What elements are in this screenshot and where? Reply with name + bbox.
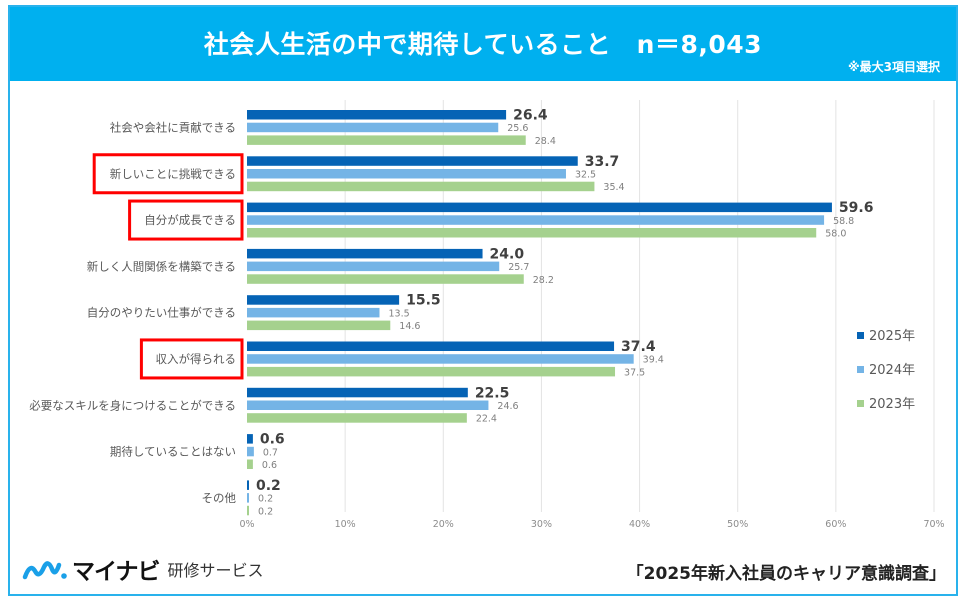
category-label: 新しいことに挑戦できる [110, 167, 236, 181]
bar-2025年 [247, 341, 615, 351]
bar-2023年 [247, 181, 595, 192]
data-label: 28.2 [533, 275, 554, 286]
data-label: 25.7 [508, 262, 529, 273]
category-label: 期待していることはない [110, 445, 236, 459]
mynavi-logo: マイナビ 研修サービス [22, 553, 264, 585]
legend-swatch [857, 400, 864, 407]
bar-2024年 [247, 400, 489, 410]
legend-swatch [857, 366, 864, 373]
bar-2024年 [247, 169, 566, 179]
x-tick-label: 70% [923, 519, 944, 530]
bar-2025年 [247, 110, 507, 120]
data-label: 59.6 [839, 200, 874, 216]
data-label: 0.6 [262, 460, 277, 471]
data-label: 13.5 [388, 308, 409, 319]
data-label: 14.6 [399, 321, 420, 332]
category-label: 自分が成長できる [144, 213, 236, 227]
category-labels: 社会や会社に貢献できる新しいことに挑戦できる自分が成長できる新しく人間関係を構築… [29, 120, 236, 504]
highlight-box [139, 338, 244, 380]
data-label: 26.4 [513, 108, 548, 124]
data-label: 32.5 [575, 170, 596, 181]
category-label: 社会や会社に貢献できる [110, 120, 236, 134]
bar-2023年 [247, 135, 526, 145]
category-label: その他 [202, 491, 237, 505]
logo-brand: マイナビ [72, 559, 161, 585]
data-label: 0.2 [258, 506, 273, 517]
data-label: 28.4 [535, 136, 556, 147]
chart-frame: 社会人生活の中で期待していること n＝8,043 ※最大3項目選択 [8, 5, 958, 596]
category-label: 自分のやりたい仕事ができる [87, 306, 236, 320]
data-label: 0.7 [263, 447, 278, 458]
category-label: 新しく人間関係を構築できる [87, 259, 236, 273]
legend: 2025年 2024年 2023年 [857, 329, 915, 412]
bar-2023年 [247, 228, 817, 238]
grid-lines [344, 100, 935, 512]
bar-2023年 [247, 413, 467, 423]
bar-2024年 [247, 261, 500, 272]
data-label: 35.4 [603, 182, 624, 193]
x-tick-label: 20% [433, 519, 454, 530]
data-label: 25.6 [507, 123, 528, 134]
x-tick-label: 50% [727, 519, 748, 530]
bar-2025年 [247, 202, 832, 213]
highlight-boxes [92, 153, 244, 380]
bar-2024年 [247, 307, 380, 318]
data-label: 24.0 [490, 246, 525, 262]
bar-2024年 [247, 493, 249, 503]
survey-source: 「2025年新入社員のキャリア意識調査」 [626, 564, 946, 584]
bar-2024年 [247, 446, 254, 457]
highlight-box [92, 153, 244, 195]
data-label: 37.4 [621, 339, 656, 355]
data-label: 15.5 [406, 293, 441, 309]
data-label: 0.6 [260, 432, 285, 448]
mynavi-wave-icon [22, 561, 67, 580]
legend-label: 2024年 [869, 363, 915, 378]
bar-2025年 [247, 434, 253, 444]
chart-header: 社会人生活の中で期待していること n＝8,043 ※最大3項目選択 [10, 7, 956, 81]
x-tick-label: 60% [825, 519, 846, 530]
selection-note: ※最大3項目選択 [847, 60, 940, 74]
bars: 26.425.6 28.4 33.732.5 35.4 59.658.8 58.0 24.0… [247, 108, 874, 517]
bar-2024年 [247, 215, 825, 225]
legend-swatch [857, 332, 864, 339]
data-label: 33.7 [585, 154, 620, 170]
bar-2023年 [247, 320, 391, 331]
data-label: 0.2 [258, 494, 273, 505]
category-label: 収入が得られる [156, 352, 237, 366]
x-tick-label: 40% [629, 519, 650, 530]
bar-2024年 [247, 122, 499, 133]
x-tick-label: 0% [239, 519, 254, 530]
data-label: 39.4 [643, 355, 664, 366]
bar-2025年 [247, 248, 483, 259]
bar-2025年 [247, 387, 468, 398]
logo-service: 研修サービス [167, 561, 264, 580]
data-label: 0.2 [256, 478, 281, 494]
bar-2025年 [247, 480, 249, 490]
bar-2024年 [247, 354, 634, 364]
data-label: 37.5 [624, 367, 645, 378]
data-label: 58.0 [825, 229, 846, 240]
bar-2023年 [247, 274, 524, 284]
bar-2023年 [247, 505, 249, 516]
chart-title: 社会人生活の中で期待していること n＝8,043 [203, 30, 763, 59]
category-label: 必要なスキルを身につけることができる [29, 398, 236, 412]
x-axis-ticks: 0% 10% 20% 30% 40% 50% 60% 70% [239, 519, 944, 530]
highlight-box [128, 199, 244, 241]
data-label: 58.8 [833, 216, 854, 227]
data-label: 22.4 [476, 414, 497, 425]
x-tick-label: 30% [531, 519, 552, 530]
data-label: 22.5 [475, 385, 510, 401]
data-label: 24.6 [497, 401, 518, 412]
legend-label: 2023年 [869, 397, 915, 412]
legend-label: 2025年 [869, 329, 915, 344]
bar-2025年 [247, 295, 400, 305]
x-tick-label: 10% [335, 519, 356, 530]
bar-2023年 [247, 366, 616, 377]
bar-2023年 [247, 459, 253, 469]
bar-2025年 [247, 156, 578, 166]
